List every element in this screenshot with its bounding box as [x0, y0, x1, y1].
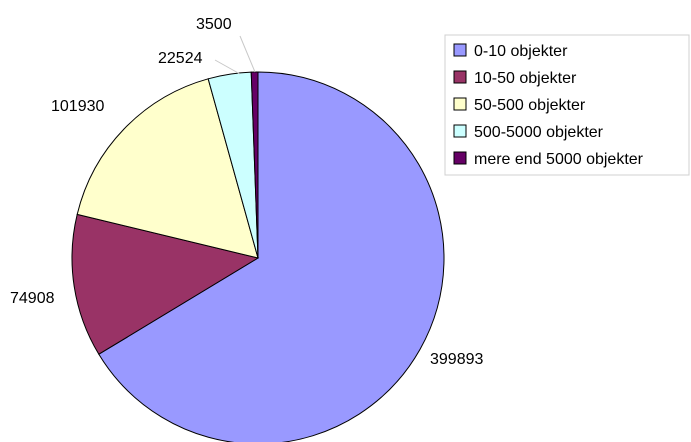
legend-swatch [453, 43, 467, 57]
data-label-0-10: 399893 [430, 351, 483, 368]
pie-slice-50-500-objekter [76, 78, 259, 259]
legend-swatch [453, 151, 467, 165]
legend-item-50-500: 50-500 objekter [453, 97, 586, 114]
legend-item-0-10: 0-10 objekter [453, 43, 568, 60]
leader-lines [214, 35, 256, 75]
legend-label: mere end 5000 objekter [474, 151, 644, 168]
legend-swatch [453, 124, 467, 138]
legend-frame [444, 34, 690, 176]
legend-item-500-5000: 500-5000 objekter [453, 124, 604, 141]
pie-slices [71, 71, 445, 442]
legend-item-10-50: 10-50 objekter [453, 70, 577, 87]
data-label-500-5000: 22524 [158, 50, 203, 67]
legend-label: 50-500 objekter [474, 97, 586, 114]
legend-label: 0-10 objekter [474, 43, 568, 60]
leader-line [239, 35, 256, 73]
legend-swatch [453, 97, 467, 111]
data-label-10-50: 74908 [10, 290, 55, 307]
legend-item-5000-plus: mere end 5000 objekter [453, 151, 644, 168]
pie-slice-0-10-objekter [98, 71, 445, 442]
leader-line [214, 59, 241, 75]
legend-label: 500-5000 objekter [474, 124, 604, 141]
data-label-50-500: 101930 [51, 98, 104, 115]
data-label-5000-plus: 3500 [196, 16, 232, 33]
pie-slice-10-50-objekter [71, 213, 260, 355]
legend-swatch [453, 70, 467, 84]
legend: 0-10 objekter 10-50 objekter 50-500 obje… [444, 34, 690, 176]
legend-label: 10-50 objekter [474, 70, 577, 87]
